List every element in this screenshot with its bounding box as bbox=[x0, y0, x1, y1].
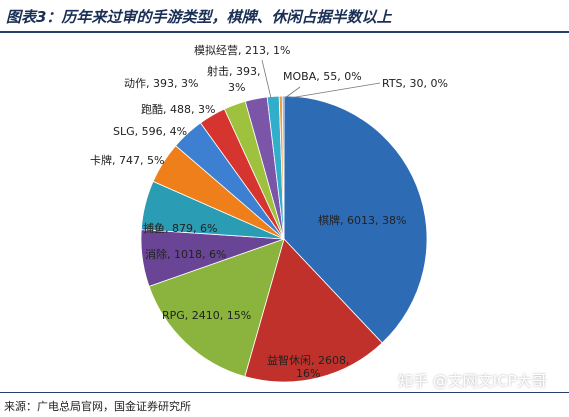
label-xiaochu: 消除, 1018, 6% bbox=[145, 247, 226, 261]
leader-line-0 bbox=[261, 59, 272, 99]
label-slg: SLG, 596, 4% bbox=[113, 125, 187, 138]
label-yizhi-pct: 16% bbox=[296, 367, 320, 380]
chart-title: 图表3：历年来过审的手游类型，棋牌、休闲占据半数以上 bbox=[6, 8, 392, 26]
label-sheji: 射击, 393, bbox=[207, 64, 261, 78]
pie-slices bbox=[140, 95, 428, 383]
leader-line-2 bbox=[289, 82, 381, 99]
pie-slice-0 bbox=[283, 95, 428, 344]
label-moba: MOBA, 55, 0% bbox=[283, 70, 362, 83]
label-moni: 模拟经营, 213, 1% bbox=[194, 43, 290, 57]
label-rpg: RPG, 2410, 15% bbox=[162, 309, 251, 322]
source-note: 来源：广电总局官网，国金证券研究所 bbox=[4, 400, 191, 413]
label-yizhi: 益智休闲, 2608, bbox=[267, 353, 349, 367]
footer-divider bbox=[0, 392, 569, 393]
pie-chart: 棋牌, 6013, 38% 益智休闲, 2608, 16% RPG, 2410,… bbox=[90, 43, 448, 383]
label-rts: RTS, 30, 0% bbox=[382, 77, 448, 90]
label-dongzuo: 动作, 393, 3% bbox=[124, 77, 198, 90]
watermark: 知乎 @文网文ICP大哥 bbox=[398, 372, 547, 390]
pie-slice-2 bbox=[148, 238, 285, 378]
pie-slice-1 bbox=[244, 238, 383, 383]
leader-line-1 bbox=[284, 86, 301, 99]
label-buyu: 捕鱼, 879, 6% bbox=[143, 221, 217, 235]
label-qipai: 棋牌, 6013, 38% bbox=[318, 213, 406, 227]
leader-lines bbox=[261, 59, 381, 99]
title-divider bbox=[0, 31, 569, 33]
label-paoku: 跑酷, 488, 3% bbox=[141, 102, 215, 116]
label-kapai: 卡牌, 747, 5% bbox=[90, 153, 164, 167]
slice-labels: 棋牌, 6013, 38% 益智休闲, 2608, 16% RPG, 2410,… bbox=[90, 43, 448, 380]
pie-slice-12 bbox=[281, 95, 285, 240]
label-sheji-pct: 3% bbox=[228, 81, 245, 94]
